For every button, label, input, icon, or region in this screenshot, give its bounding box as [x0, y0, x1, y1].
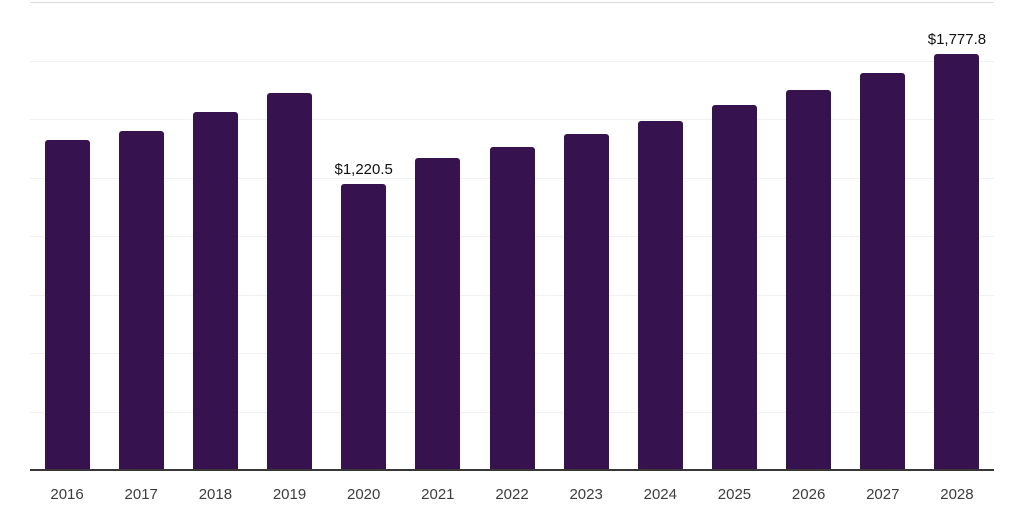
- bar-2027[interactable]: [860, 72, 906, 470]
- x-tick-label-2018: 2018: [198, 486, 233, 503]
- x-tick-label-2020: 2020: [347, 486, 381, 503]
- x-tick-label-2025: 2025: [717, 486, 752, 503]
- bar-2023[interactable]: [563, 134, 609, 470]
- data-label-2028: $1,777.8: [927, 30, 987, 48]
- x-tick-label-2016: 2016: [50, 486, 84, 503]
- bar-2016[interactable]: [44, 139, 90, 470]
- x-tick-label-2024: 2024: [643, 486, 677, 503]
- gridline-1750: [30, 60, 994, 62]
- bar-2021[interactable]: [415, 157, 461, 470]
- x-tick-label-2021: 2021: [421, 486, 455, 503]
- x-tick-label-2023: 2023: [569, 486, 603, 503]
- bar-2024[interactable]: [637, 120, 683, 470]
- x-axis-line: [30, 469, 994, 471]
- bar-2028[interactable]: [934, 53, 980, 470]
- bar-2025[interactable]: [711, 104, 757, 470]
- x-tick-label-2022: 2022: [495, 486, 529, 503]
- gridline-2000: [30, 2, 994, 3]
- x-tick-label-2026: 2026: [791, 486, 826, 503]
- bar-2026[interactable]: [786, 90, 832, 470]
- bar-2018[interactable]: [192, 111, 238, 470]
- x-tick-label-2017: 2017: [124, 486, 158, 503]
- bar-2017[interactable]: [118, 130, 164, 470]
- x-tick-label-2019: 2019: [272, 486, 307, 503]
- gridline-1500: [30, 119, 994, 120]
- x-tick-label-2027: 2027: [866, 486, 900, 503]
- bar-2022[interactable]: [489, 146, 535, 470]
- x-tick-label-2028: 2028: [940, 486, 974, 503]
- data-label-2020: $1,220.5: [334, 161, 393, 179]
- bar-2020[interactable]: [341, 184, 387, 470]
- bar-2019[interactable]: [267, 92, 313, 470]
